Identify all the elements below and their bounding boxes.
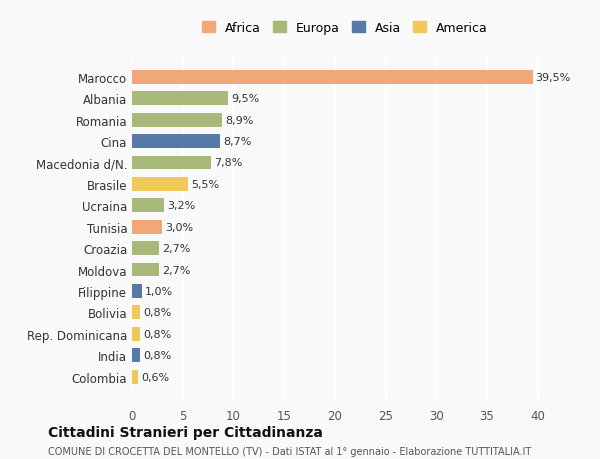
Bar bbox=[132, 348, 140, 362]
Text: 2,7%: 2,7% bbox=[163, 265, 191, 275]
Text: 39,5%: 39,5% bbox=[536, 73, 571, 83]
Bar bbox=[132, 92, 229, 106]
Text: 0,8%: 0,8% bbox=[143, 329, 172, 339]
Text: 1,0%: 1,0% bbox=[145, 286, 173, 296]
Bar bbox=[132, 263, 160, 277]
Bar bbox=[132, 306, 140, 319]
Text: 2,7%: 2,7% bbox=[163, 244, 191, 253]
Bar bbox=[132, 113, 222, 127]
Text: 5,5%: 5,5% bbox=[191, 179, 219, 190]
Bar bbox=[132, 135, 220, 149]
Text: Cittadini Stranieri per Cittadinanza: Cittadini Stranieri per Cittadinanza bbox=[48, 425, 323, 439]
Text: 8,7%: 8,7% bbox=[223, 137, 251, 147]
Bar bbox=[132, 220, 163, 234]
Bar bbox=[132, 241, 160, 256]
Bar bbox=[132, 327, 140, 341]
Text: 0,8%: 0,8% bbox=[143, 308, 172, 318]
Text: COMUNE DI CROCETTA DEL MONTELLO (TV) - Dati ISTAT al 1° gennaio - Elaborazione T: COMUNE DI CROCETTA DEL MONTELLO (TV) - D… bbox=[48, 447, 531, 456]
Text: 8,9%: 8,9% bbox=[226, 115, 254, 125]
Text: 9,5%: 9,5% bbox=[232, 94, 260, 104]
Text: 3,0%: 3,0% bbox=[166, 222, 194, 232]
Bar bbox=[132, 71, 533, 84]
Text: 7,8%: 7,8% bbox=[214, 158, 242, 168]
Bar bbox=[132, 284, 142, 298]
Text: 0,6%: 0,6% bbox=[141, 372, 169, 382]
Legend: Africa, Europa, Asia, America: Africa, Europa, Asia, America bbox=[197, 17, 493, 39]
Bar bbox=[132, 199, 164, 213]
Bar bbox=[132, 370, 138, 384]
Bar bbox=[132, 178, 188, 191]
Text: 0,8%: 0,8% bbox=[143, 350, 172, 360]
Text: 3,2%: 3,2% bbox=[167, 201, 196, 211]
Bar bbox=[132, 156, 211, 170]
